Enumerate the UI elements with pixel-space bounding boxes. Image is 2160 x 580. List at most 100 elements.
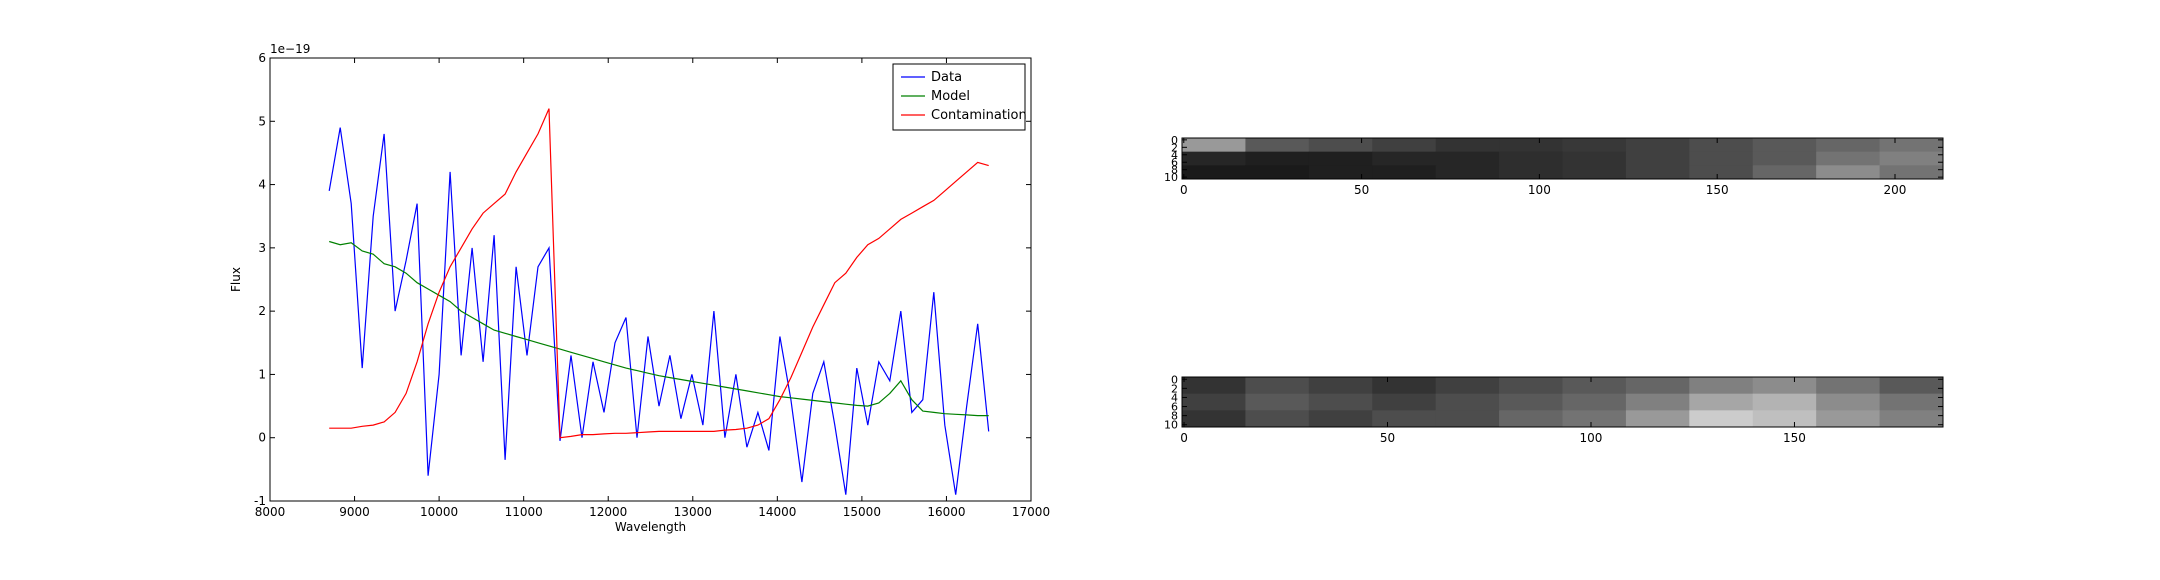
y-tick-label: 10	[1164, 419, 1178, 432]
series-line	[329, 108, 989, 439]
pixel	[1816, 138, 1881, 153]
y-tick-label: 8	[1171, 410, 1178, 423]
pixel	[1372, 377, 1437, 395]
pixel	[1625, 138, 1690, 153]
pixel	[1245, 138, 1310, 153]
pixel	[1879, 165, 1944, 180]
y-tick-label: 2	[1171, 141, 1178, 154]
legend-box	[892, 63, 1026, 131]
pixel	[1625, 393, 1690, 411]
pixel	[1245, 165, 1310, 180]
pixel	[1562, 410, 1627, 428]
x-tick-label: 0	[1180, 183, 1188, 197]
x-tick-label: 9000	[339, 505, 370, 519]
pixel	[1816, 393, 1881, 411]
y-tick-label: 5	[258, 114, 266, 128]
pixel	[1625, 410, 1690, 428]
pixel	[1752, 151, 1817, 166]
pixel	[1435, 138, 1500, 153]
pixel	[1752, 138, 1817, 153]
pixel	[1499, 165, 1563, 180]
pixel	[1372, 393, 1437, 411]
pixel	[1879, 410, 1944, 428]
pixel	[1308, 165, 1373, 180]
pixel	[1245, 410, 1310, 428]
pixel	[1499, 393, 1563, 411]
pixel	[1245, 377, 1310, 395]
y-tick-label: 4	[258, 178, 266, 192]
y-tick-label: 2	[1171, 382, 1178, 395]
pixel	[1308, 138, 1373, 153]
pixel	[1689, 377, 1754, 395]
pixel	[1879, 151, 1944, 166]
y-tick-label: -1	[254, 494, 266, 508]
pixel	[1182, 138, 1246, 153]
pixel	[1562, 165, 1627, 180]
pixel	[1435, 393, 1500, 411]
y-tick-label: 2	[258, 304, 266, 318]
pixel	[1182, 377, 1246, 395]
pixel	[1752, 165, 1817, 180]
x-tick-label: 13000	[674, 505, 712, 519]
x-tick-label: 10000	[420, 505, 458, 519]
y-tick-label: 8	[1171, 164, 1178, 177]
pixel	[1245, 393, 1310, 411]
y-tick-label: 0	[258, 431, 266, 445]
y-tick-label: 1	[258, 367, 266, 381]
x-tick-label: 17000	[1012, 505, 1050, 519]
pixel	[1689, 138, 1754, 153]
y-tick-label: 4	[1171, 391, 1178, 404]
y-tick-label: 6	[258, 51, 266, 65]
x-tick-label: 150	[1783, 431, 1806, 445]
pixel	[1308, 377, 1373, 395]
pixel	[1435, 151, 1500, 166]
pixel	[1245, 151, 1310, 166]
pixel	[1689, 151, 1754, 166]
pixel	[1689, 393, 1754, 411]
x-tick-label: 200	[1884, 183, 1907, 197]
pixel	[1435, 165, 1500, 180]
pixel	[1689, 165, 1754, 180]
x-tick-label: 50	[1354, 183, 1369, 197]
x-tick-label: 100	[1528, 183, 1551, 197]
y-tick-label: 6	[1171, 156, 1178, 169]
pixel	[1499, 138, 1563, 153]
pixel	[1182, 393, 1246, 411]
pixel	[1562, 138, 1627, 153]
pixel	[1372, 165, 1437, 180]
legend-label: Model	[931, 89, 970, 104]
series-line	[329, 240, 989, 417]
pixel	[1689, 410, 1754, 428]
x-tick-label: 12000	[589, 505, 627, 519]
pixel	[1752, 410, 1817, 428]
y-tick-label: 3	[258, 241, 266, 255]
pixel	[1372, 410, 1437, 428]
x-tick-label: 11000	[505, 505, 543, 519]
x-tick-label: 0	[1180, 431, 1188, 445]
y-axis-label: Flux	[229, 267, 243, 292]
legend-label: Data	[931, 70, 962, 85]
pixel	[1625, 165, 1690, 180]
y-tick-label: 0	[1171, 373, 1178, 386]
pixel	[1816, 165, 1881, 180]
axes-frame	[269, 57, 1032, 502]
pixel	[1879, 393, 1944, 411]
pixel	[1752, 377, 1817, 395]
x-tick-label: 100	[1580, 431, 1603, 445]
pixel	[1182, 410, 1246, 428]
y-tick-label: 10	[1164, 171, 1178, 184]
pixel	[1752, 393, 1817, 411]
pixel	[1308, 410, 1373, 428]
y-tick-label: 6	[1171, 401, 1178, 414]
y-tick-label: 4	[1171, 149, 1178, 162]
pixel	[1308, 393, 1373, 411]
pixel	[1499, 377, 1563, 395]
y-tick-label: 0	[1171, 134, 1178, 147]
pixel	[1816, 151, 1881, 166]
x-axis-label: Wavelength	[615, 520, 686, 534]
x-tick-label: 14000	[758, 505, 796, 519]
pixel	[1499, 410, 1563, 428]
pixel	[1372, 151, 1437, 166]
axes-frame	[1181, 376, 1944, 428]
